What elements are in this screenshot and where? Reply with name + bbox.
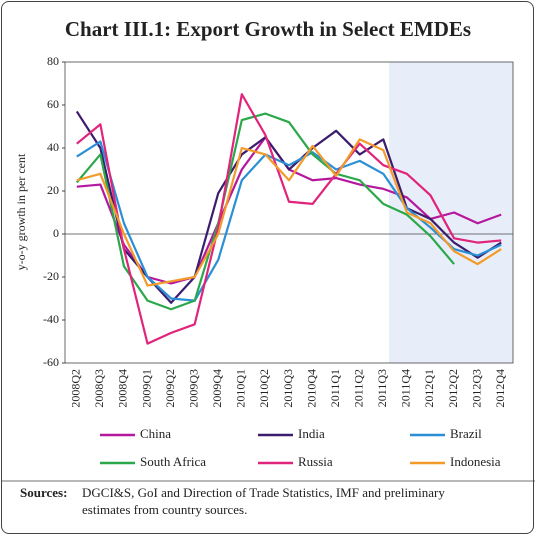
- y-tick-label: 20: [47, 183, 59, 197]
- legend-label: Russia: [298, 454, 333, 469]
- plot-frame: [64, 61, 514, 364]
- x-tick-label: 2009Q2: [163, 369, 177, 408]
- x-tick-label: 2011Q1: [328, 369, 342, 407]
- y-tick-label: 60: [47, 97, 59, 111]
- legend-label: China: [140, 426, 171, 441]
- x-tick-label: 2012Q2: [446, 369, 460, 408]
- x-tick-label: 2009Q1: [139, 369, 153, 408]
- y-tick-label: 40: [47, 140, 59, 154]
- x-tick-label: 2009Q3: [186, 369, 200, 408]
- series-line: [76, 93, 502, 345]
- x-tick-label: 2008Q3: [92, 369, 106, 408]
- x-tick-label: 2011Q3: [375, 369, 389, 407]
- legend-label: Brazil: [450, 426, 482, 441]
- y-tick-label: 0: [53, 226, 59, 240]
- x-tick-label: 2010Q4: [304, 369, 318, 408]
- x-tick-label: 2011Q2: [351, 369, 365, 407]
- x-tick-label: 2008Q2: [69, 369, 83, 408]
- x-tick-label: 2012Q1: [422, 369, 436, 408]
- x-tick-label: 2012Q4: [493, 369, 507, 408]
- series-line: [75, 112, 455, 311]
- x-tick-label: 2009Q4: [210, 369, 224, 408]
- y-tick-label: -20: [43, 269, 59, 283]
- y-tick-label: -40: [43, 312, 59, 326]
- series-line: [76, 138, 502, 287]
- legend-label: Indonesia: [450, 454, 501, 469]
- legend-label: India: [298, 426, 325, 441]
- x-tick-label: 2011Q4: [399, 369, 413, 407]
- note: DGCI&S, GoI and Direction of Trade Stati…: [82, 485, 445, 500]
- note: estimates from country sources.: [82, 502, 247, 517]
- x-tick-label: 2010Q3: [281, 369, 295, 408]
- y-tick-label: 80: [47, 54, 59, 68]
- series-line: [76, 140, 502, 302]
- x-tick-label: 2010Q1: [234, 369, 248, 408]
- y-tick-label: -60: [43, 355, 59, 369]
- x-tick-label: 2010Q2: [257, 369, 271, 408]
- y-axis-label: y-o-y growth in per cent: [14, 153, 28, 270]
- x-tick-label: 2012Q3: [469, 369, 483, 408]
- chart-title: Chart III.1: Export Growth in Select EMD…: [65, 17, 471, 41]
- x-tick-label: 2008Q4: [116, 369, 130, 408]
- legend-label: South Africa: [140, 454, 206, 469]
- note-label: Sources:: [20, 485, 67, 500]
